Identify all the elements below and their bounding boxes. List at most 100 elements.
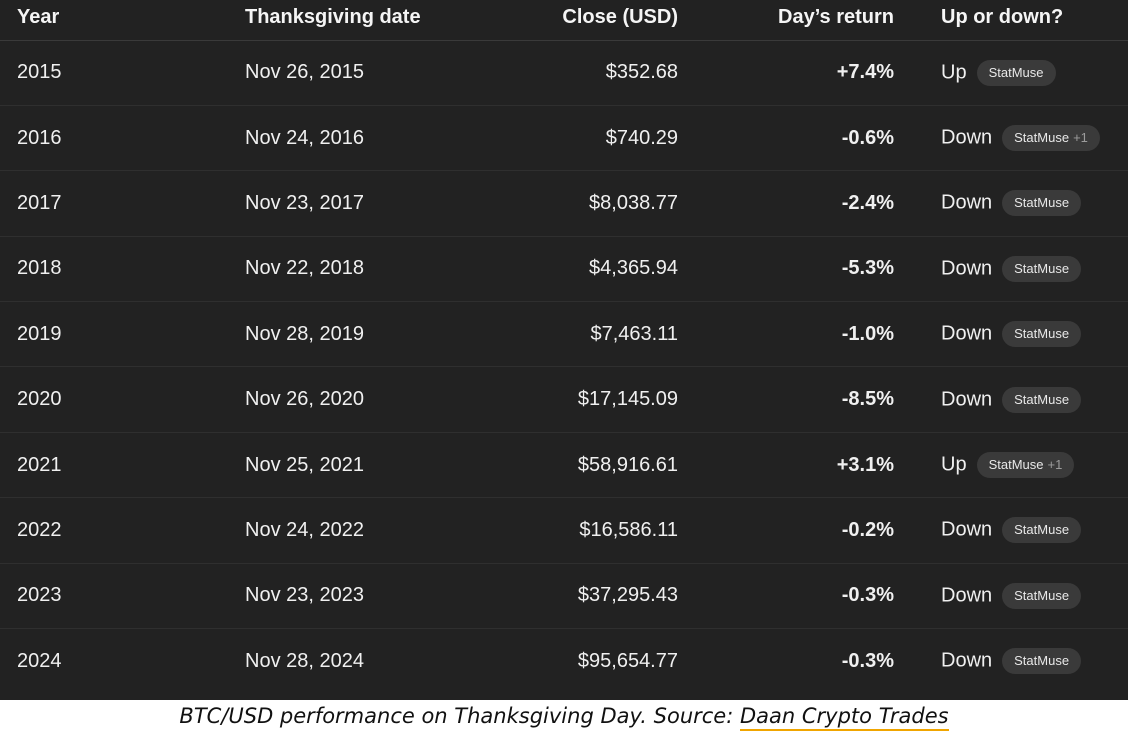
table-row: 2018 Nov 22, 2018 $4,365.94 -5.3% Down St… <box>0 235 1128 302</box>
cell-date: Nov 28, 2019 <box>228 301 468 367</box>
direction-label: Down <box>941 518 993 541</box>
cell-direction: Down StatMuse <box>894 235 1128 302</box>
cell-year: 2022 <box>0 497 228 564</box>
direction-label: Down <box>941 584 993 607</box>
direction-label: Up <box>941 453 967 476</box>
caption-text: BTC/USD performance on Thanksgiving Day.… <box>179 704 740 728</box>
cell-return: +3.1% <box>678 431 894 498</box>
cell-date: Nov 28, 2024 <box>228 628 468 694</box>
table-row: 2017 Nov 23, 2017 $8,038.77 -2.4% Down St… <box>0 170 1128 237</box>
cell-year: 2024 <box>0 628 228 694</box>
cell-close: $8,038.77 <box>468 170 678 237</box>
cell-date: Nov 22, 2018 <box>228 235 468 302</box>
source-badge[interactable]: StatMuse <box>1002 321 1082 348</box>
cell-year: 2016 <box>0 104 228 171</box>
header-up-or-down: Up or down? <box>894 0 1128 41</box>
cell-close: $7,463.11 <box>468 301 678 367</box>
cell-direction: Down StatMuse +1 <box>894 104 1128 171</box>
cell-return: -0.3% <box>678 562 894 629</box>
direction-label: Down <box>941 649 993 672</box>
source-badge[interactable]: StatMuse <box>1002 582 1082 609</box>
source-badge-label: StatMuse <box>1014 587 1070 603</box>
cell-date: Nov 25, 2021 <box>228 431 468 498</box>
source-badge-label: StatMuse <box>1014 195 1070 211</box>
cell-year: 2018 <box>0 235 228 302</box>
cell-date: Nov 23, 2017 <box>228 170 468 237</box>
cell-year: 2017 <box>0 170 228 237</box>
direction-label: Down <box>941 388 993 411</box>
header-year: Year <box>0 0 228 41</box>
cell-return: -0.3% <box>678 628 894 694</box>
cell-close: $16,586.11 <box>468 497 678 564</box>
cell-return: -0.2% <box>678 497 894 564</box>
cell-direction: Down StatMuse <box>894 170 1128 237</box>
source-badge[interactable]: StatMuse <box>1002 386 1082 413</box>
source-badge-label: StatMuse <box>988 457 1044 473</box>
cell-close: $37,295.43 <box>468 562 678 629</box>
source-badge[interactable]: StatMuse <box>976 59 1056 86</box>
table-row: 2023 Nov 23, 2023 $37,295.43 -0.3% Down S… <box>0 562 1128 629</box>
cell-close: $58,916.61 <box>468 431 678 498</box>
header-days-return: Day’s return <box>678 0 894 41</box>
source-badge-label: StatMuse <box>1014 522 1070 538</box>
source-badge-label: StatMuse <box>1014 130 1070 146</box>
cell-close: $95,654.77 <box>468 628 678 694</box>
source-badge[interactable]: StatMuse +1 <box>1002 125 1100 152</box>
data-table-panel: Year Thanksgiving date Close (USD) Day’s… <box>0 0 1128 700</box>
cell-direction: Down StatMuse <box>894 301 1128 367</box>
figure-caption: BTC/USD performance on Thanksgiving Day.… <box>0 700 1128 732</box>
cell-direction: Up StatMuse +1 <box>894 431 1128 498</box>
cell-date: Nov 24, 2022 <box>228 497 468 564</box>
header-close: Close (USD) <box>468 0 678 41</box>
source-link[interactable]: Daan Crypto Trades <box>739 704 949 731</box>
cell-year: 2023 <box>0 562 228 629</box>
direction-label: Down <box>941 322 993 345</box>
cell-direction: Down StatMuse <box>894 497 1128 564</box>
source-badge-label: StatMuse <box>1014 391 1070 407</box>
table-row: 2022 Nov 24, 2022 $16,586.11 -0.2% Down S… <box>0 497 1128 564</box>
cell-year: 2019 <box>0 301 228 367</box>
cell-close: $4,365.94 <box>468 235 678 302</box>
direction-label: Up <box>941 61 967 84</box>
cell-year: 2020 <box>0 366 228 433</box>
source-badge[interactable]: StatMuse <box>1002 648 1082 675</box>
direction-label: Down <box>941 257 993 280</box>
source-badge-label: StatMuse <box>1014 260 1070 276</box>
source-badge[interactable]: StatMuse <box>1002 190 1082 217</box>
cell-year: 2015 <box>17 61 62 84</box>
source-badge[interactable]: StatMuse +1 <box>976 452 1075 479</box>
table-row: 2016 Nov 24, 2016 $740.29 -0.6% Down Stat… <box>0 104 1128 171</box>
cell-return: +7.4% <box>836 61 894 84</box>
cell-date: Nov 23, 2023 <box>228 562 468 629</box>
table-row: 2024 Nov 28, 2024 $95,654.77 -0.3% Down S… <box>0 628 1128 694</box>
table-row: 2015 Nov 26, 2015 $352.68 +7.4% Up StatMu… <box>0 40 1128 105</box>
source-badge[interactable]: StatMuse <box>1002 255 1082 282</box>
table-row: 2021 Nov 25, 2021 $58,916.61 +3.1% Up Sta… <box>0 431 1128 498</box>
table-header-row: Year Thanksgiving date Close (USD) Day’s… <box>0 0 1128 41</box>
table-row: 2019 Nov 28, 2019 $7,463.11 -1.0% Down St… <box>0 301 1128 367</box>
cell-direction: Down StatMuse <box>894 562 1128 629</box>
cell-direction: Down StatMuse <box>894 366 1128 433</box>
direction-label: Down <box>941 191 993 214</box>
cell-close: $740.29 <box>468 104 678 171</box>
cell-date: Nov 24, 2016 <box>228 104 468 171</box>
source-badge[interactable]: StatMuse <box>1002 517 1082 544</box>
cell-close: $352.68 <box>605 61 678 84</box>
source-badge-count: +1 <box>1073 130 1088 146</box>
table-row: 2020 Nov 26, 2020 $17,145.09 -8.5% Down S… <box>0 366 1128 433</box>
source-badge-label: StatMuse <box>1014 653 1070 669</box>
cell-return: -2.4% <box>678 170 894 237</box>
source-badge-count: +1 <box>1047 457 1063 473</box>
source-badge-label: StatMuse <box>988 64 1044 80</box>
cell-return: -8.5% <box>678 366 894 433</box>
cell-return: -5.3% <box>678 235 894 302</box>
cell-direction: Down StatMuse <box>894 628 1128 694</box>
direction-label: Down <box>941 126 993 149</box>
header-thanksgiving-date: Thanksgiving date <box>228 0 468 41</box>
cell-year: 2021 <box>0 431 228 498</box>
cell-close: $17,145.09 <box>468 366 678 433</box>
cell-date: Nov 26, 2015 <box>245 61 364 84</box>
cell-date: Nov 26, 2020 <box>228 366 468 433</box>
cell-return: -0.6% <box>678 104 894 171</box>
btc-thanksgiving-table: Year Thanksgiving date Close (USD) Day’s… <box>0 0 1128 694</box>
